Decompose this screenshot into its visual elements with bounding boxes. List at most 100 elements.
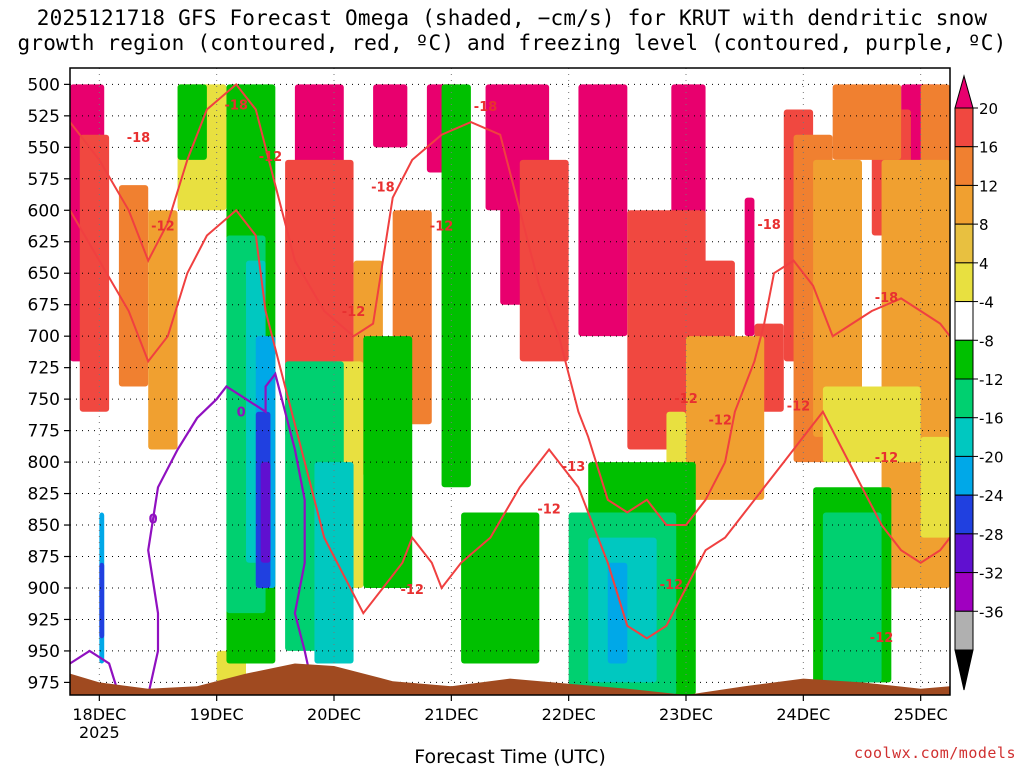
y-tick-label-625: 625 [28,233,60,253]
dgz-label-8: -18 [875,291,899,306]
omega-shading [70,84,950,695]
omega-region-magenta-8 [744,197,755,337]
freezing-label-1: 0 [237,406,246,421]
colorbar-box-10 [954,494,974,535]
colorbar-label-4: 4 [979,255,989,273]
y-tick-label-925: 925 [28,610,60,630]
colorbar-box-9 [954,455,974,496]
omega-region-yellow-5 [920,436,950,538]
freezing-contour-a [70,649,120,695]
colorbar-box-2 [954,184,974,225]
omega-region-green-4 [461,512,540,664]
colorbar-box-5 [954,301,974,341]
colorbar-box-8 [954,417,974,457]
colorbar-box-1 [954,146,974,186]
colorbar-label-9: -20 [979,448,1004,466]
y-tick-label-750: 750 [28,390,60,410]
colorbar-label-1: 16 [979,139,998,157]
y-tick-label-575: 575 [28,170,60,190]
colorbar-label-0: 20 [979,100,998,118]
colorbar-top-arrow [954,74,974,109]
omega-region-blue-1 [99,562,105,639]
omega-region-sea-green-3 [822,512,882,683]
omega-region-magenta-2 [373,84,408,148]
colorbar-label-2: 12 [979,177,998,195]
x-tick-label-19DEC: 19DEC [190,705,244,724]
x-tick-label-24DEC: 24DEC [776,705,830,724]
omega-region-orange-red-2 [519,159,569,362]
freezing-contour-b [147,371,316,695]
colorbar-label-3: 8 [979,216,989,234]
colorbar-label-10: -24 [979,487,1004,505]
omega-region-green-0 [177,84,207,160]
colorbar: 20 16 12 8 4 -4 -8 -12 -16 -20 -24 -28 -32 -36 [954,74,1004,691]
x-tick-label-21DEC: 21DEC [424,705,478,724]
colorbar-box-11 [954,533,974,574]
chart-title-line2: growth region (contoured, red, ºC) and f… [17,31,1007,55]
dgz-label-0: -18 [224,99,248,114]
colorbar-box-0 [954,107,974,148]
y-tick-label-725: 725 [28,359,60,379]
dgz-label-7: -18 [757,218,781,233]
x-tick-label-20DEC: 20DEC [307,705,361,724]
y-tick-label-700: 700 [28,327,60,347]
colorbar-box-3 [954,223,974,264]
y-tick-label-875: 875 [28,548,60,568]
colorbar-label-12: -32 [979,565,1004,583]
terrain [70,663,950,695]
omega-region-orange-0 [118,185,149,387]
dgz-label-18: -12 [870,631,894,646]
dgz-label-5: -12 [430,219,454,234]
dgz-contour-0 [70,82,950,526]
y-tick-label-650: 650 [28,264,60,284]
dgz-label-14: -13 [562,460,586,475]
x-tick-label-25DEC: 25DEC [894,705,948,724]
omega-chart: -18 -18 -12 -18 -12 -12 -18 -18 -18 -12 -12 -12 -12 -… [28,67,1004,740]
omega-region-cyan-1 [314,462,354,664]
terrain-fill [70,663,950,695]
x-tick-label-18DEC: 18DEC [72,705,126,724]
omega-region-violet-0 [260,462,271,563]
dgz-label-3: -18 [371,180,395,195]
dgz-label-11: -12 [787,399,811,414]
y-tick-label-850: 850 [28,516,60,536]
y-axis: 500 525 550 575 600 625 650 675 700 725 750 775 800 8… [28,75,70,693]
dgz-label-1: -18 [127,131,151,146]
dgz-label-15: -12 [537,503,561,518]
dgz-label-4: -12 [151,219,175,234]
omega-region-green-3 [441,84,471,488]
colorbar-label-5: -4 [979,294,994,312]
colorbar-box-4 [954,262,974,303]
colorbar-label-8: -16 [979,410,1004,428]
omega-region-yellow-4 [822,386,921,463]
dgz-label-16: -12 [400,583,424,598]
y-tick-label-550: 550 [28,138,60,158]
y-tick-label-775: 775 [28,422,60,442]
colorbar-box-7 [954,378,974,419]
y-tick-label-800: 800 [28,453,60,473]
colorbar-label-13: -36 [979,603,1004,621]
x-axis-label: Forecast Time (UTC) [414,746,606,768]
x-tick-label-22DEC: 22DEC [542,705,596,724]
y-tick-label-600: 600 [28,201,60,221]
y-tick-label-675: 675 [28,296,60,316]
dgz-label-13: -12 [875,451,899,466]
freezing-label-0: 0 [149,513,158,528]
colorbar-bottom-arrow [954,649,974,691]
y-tick-label-500: 500 [28,75,60,95]
dgz-label-6: -18 [474,100,498,115]
omega-region-gold-2 [686,336,765,500]
y-tick-label-950: 950 [28,642,60,662]
colorbar-label-7: -12 [979,371,1004,389]
colorbar-box-6 [954,339,974,380]
plot-frame [69,67,951,696]
colorbar-label-6: -8 [979,332,994,350]
credit-text[interactable]: coolwx.com/models [853,744,1016,762]
dgz-label-10: -12 [674,392,698,407]
chart-title-line1: 2025121718 GFS Forecast Omega (shaded, −… [36,6,988,30]
omega-region-gold-0 [148,210,178,450]
omega-region-orange-3 [832,84,902,160]
y-tick-label-975: 975 [28,673,60,693]
dgz-contour-1 [70,208,950,640]
